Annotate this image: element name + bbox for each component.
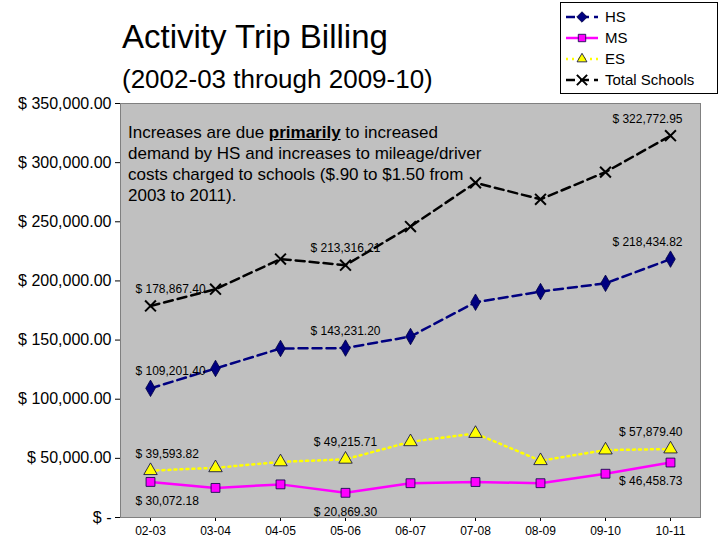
svg-text:$ 350,000.00: $ 350,000.00 xyxy=(18,95,112,112)
svg-text:$ 250,000.00: $ 250,000.00 xyxy=(18,213,112,230)
svg-text:$ 30,072.18: $ 30,072.18 xyxy=(136,494,200,508)
html-text:Activity Trip Billing: Activity Trip Billing xyxy=(122,18,388,55)
svg-text:$ 178,867.40: $ 178,867.40 xyxy=(136,282,206,296)
html-text:MS: MS xyxy=(605,29,628,46)
svg-text:$ 46,458.73: $ 46,458.73 xyxy=(619,474,683,488)
html-text:Increases are due primarily to: Increases are due primarily to increased… xyxy=(128,123,482,205)
html-text:(2002-03 through 2009-10): (2002-03 through 2009-10) xyxy=(122,64,433,94)
svg-text:06-07: 06-07 xyxy=(395,524,426,538)
html-text:ES: ES xyxy=(605,50,625,67)
svg-text:$ 143,231.20: $ 143,231.20 xyxy=(310,324,380,338)
html-text:Total Schools: Total Schools xyxy=(605,71,695,88)
svg-text:$ 150,000.00: $ 150,000.00 xyxy=(18,331,112,348)
html-text:HS: HS xyxy=(605,8,626,25)
svg-text:03-04: 03-04 xyxy=(200,524,231,538)
svg-text:10-11: 10-11 xyxy=(656,524,686,538)
svg-text:$ 300,000.00: $ 300,000.00 xyxy=(18,154,112,171)
svg-text:$ 109,201.40: $ 109,201.40 xyxy=(136,364,206,378)
svg-text:$ 200,000.00: $ 200,000.00 xyxy=(18,272,112,289)
svg-text:08-09: 08-09 xyxy=(525,524,556,538)
svg-text:$ 20,869.30: $ 20,869.30 xyxy=(314,505,378,519)
svg-text:$ 213,316.21: $ 213,316.21 xyxy=(310,241,380,255)
svg-text:$ -: $ - xyxy=(93,509,112,526)
svg-text:$ 57,879.40: $ 57,879.40 xyxy=(619,425,683,439)
svg-text:07-08: 07-08 xyxy=(460,524,491,538)
svg-text:$ 50,000.00: $ 50,000.00 xyxy=(27,449,112,466)
svg-text:04-05: 04-05 xyxy=(265,524,296,538)
svg-text:02-03: 02-03 xyxy=(135,524,166,538)
svg-text:09-10: 09-10 xyxy=(590,524,621,538)
svg-text:$ 100,000.00: $ 100,000.00 xyxy=(18,390,112,407)
svg-text:$ 49,215.71: $ 49,215.71 xyxy=(314,435,378,449)
svg-text:$ 322,772.95: $ 322,772.95 xyxy=(612,112,682,126)
svg-text:$ 218,434.82: $ 218,434.82 xyxy=(612,235,682,249)
svg-text:05-06: 05-06 xyxy=(330,524,361,538)
svg-text:$ 39,593.82: $ 39,593.82 xyxy=(136,447,200,461)
